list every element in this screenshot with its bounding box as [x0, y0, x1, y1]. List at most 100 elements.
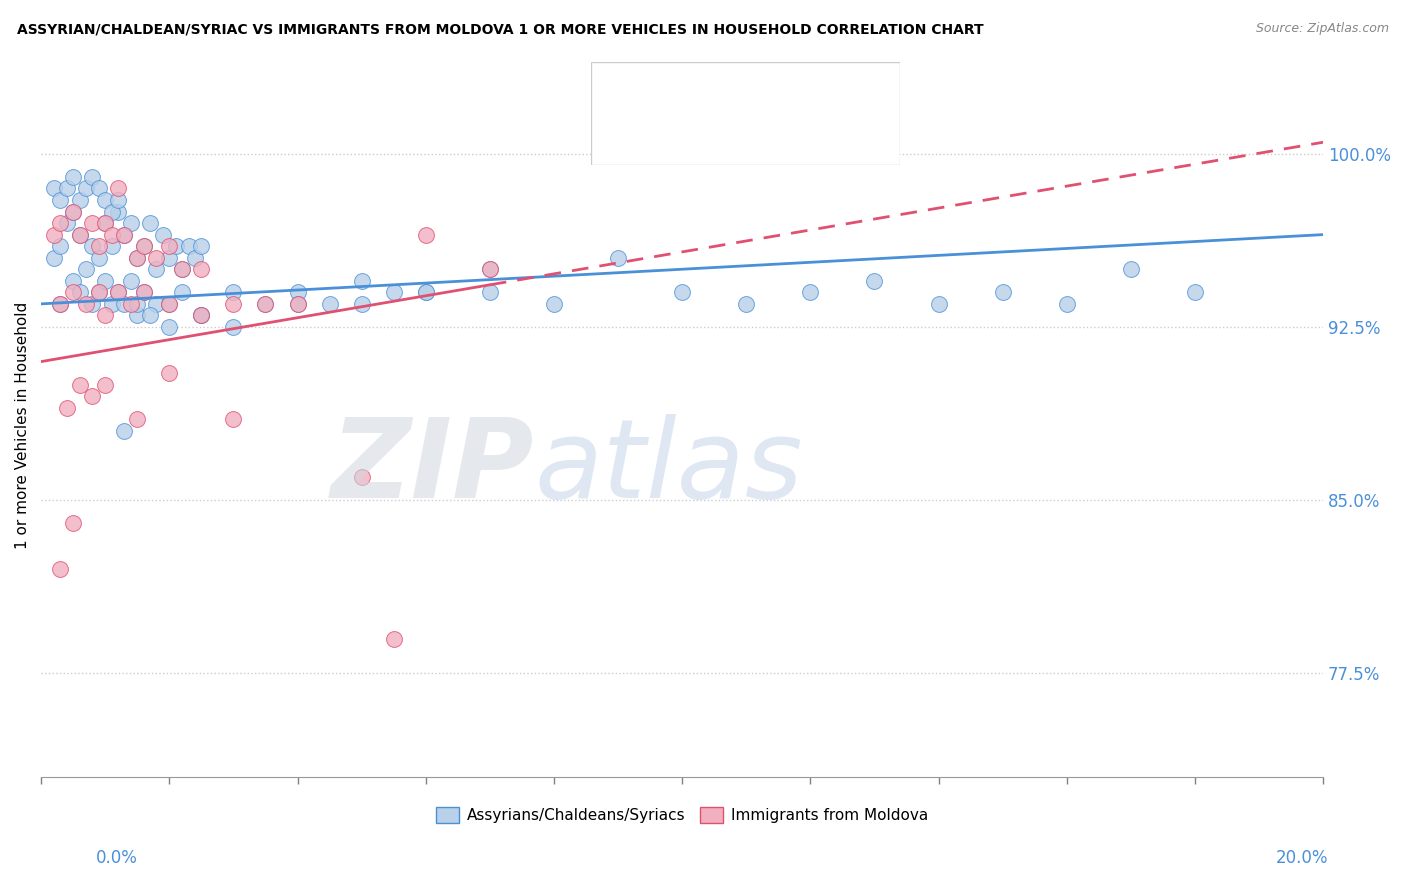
Point [671, 285, 693, 300]
Point [184, 251, 207, 265]
Point [132, 285, 155, 300]
Point [127, 251, 149, 265]
Point [107, 204, 129, 219]
Y-axis label: 1 or more Vehicles in Household: 1 or more Vehicles in Household [15, 301, 30, 549]
Point [382, 285, 405, 300]
Point [607, 251, 630, 265]
Point [350, 470, 373, 484]
Point [75, 181, 97, 195]
Point [132, 239, 155, 253]
Point [107, 181, 129, 195]
Point [69, 285, 91, 300]
Point [120, 216, 142, 230]
Point [478, 262, 501, 277]
Point [42, 181, 65, 195]
Point [69, 227, 91, 242]
Point [928, 297, 950, 311]
Point [127, 297, 149, 311]
Point [114, 227, 136, 242]
Point [222, 320, 245, 334]
Point [100, 297, 122, 311]
Point [120, 297, 142, 311]
Point [42, 227, 65, 242]
Point [94, 274, 117, 288]
Point [127, 251, 149, 265]
Text: Source: ZipAtlas.com: Source: ZipAtlas.com [1256, 22, 1389, 36]
Point [350, 297, 373, 311]
Point [799, 285, 821, 300]
Point [415, 227, 437, 242]
Point [1056, 297, 1078, 311]
Point [114, 297, 136, 311]
Point [75, 262, 97, 277]
Point [478, 285, 501, 300]
FancyBboxPatch shape [591, 62, 900, 165]
Point [287, 297, 309, 311]
Point [87, 239, 110, 253]
Point [62, 204, 84, 219]
Point [114, 424, 136, 438]
FancyBboxPatch shape [600, 70, 650, 110]
Point [157, 251, 180, 265]
Point [735, 297, 758, 311]
Point [82, 216, 104, 230]
Point [222, 297, 245, 311]
Point [94, 193, 117, 207]
Point [87, 181, 110, 195]
Point [157, 239, 180, 253]
Point [132, 285, 155, 300]
Point [127, 309, 149, 323]
Point [415, 285, 437, 300]
Point [114, 227, 136, 242]
Point [172, 262, 194, 277]
Point [49, 193, 72, 207]
Text: N = 80: N = 80 [792, 81, 859, 99]
Point [222, 285, 245, 300]
Point [165, 239, 187, 253]
Text: 20.0%: 20.0% [1277, 849, 1329, 867]
Point [254, 297, 277, 311]
Point [139, 309, 162, 323]
Point [152, 227, 174, 242]
Point [82, 239, 104, 253]
Point [190, 262, 212, 277]
Point [190, 309, 212, 323]
Point [543, 297, 565, 311]
Point [100, 227, 122, 242]
Point [190, 239, 212, 253]
Point [87, 285, 110, 300]
Point [287, 297, 309, 311]
Point [62, 285, 84, 300]
Point [863, 274, 886, 288]
Point [55, 216, 77, 230]
Point [82, 389, 104, 403]
Point [69, 377, 91, 392]
Point [49, 239, 72, 253]
Point [62, 516, 84, 531]
Point [157, 297, 180, 311]
Text: N = 42: N = 42 [792, 128, 859, 145]
Point [190, 309, 212, 323]
Point [145, 297, 167, 311]
Point [190, 309, 212, 323]
Point [318, 297, 340, 311]
Point [62, 169, 84, 184]
Point [287, 285, 309, 300]
Point [157, 320, 180, 334]
Text: ASSYRIAN/CHALDEAN/SYRIAC VS IMMIGRANTS FROM MOLDOVA 1 OR MORE VEHICLES IN HOUSEH: ASSYRIAN/CHALDEAN/SYRIAC VS IMMIGRANTS F… [17, 22, 984, 37]
Point [157, 366, 180, 380]
Point [69, 227, 91, 242]
Point [87, 285, 110, 300]
Point [75, 297, 97, 311]
Point [107, 285, 129, 300]
Text: R = 0.153: R = 0.153 [662, 81, 752, 99]
Text: 0.0%: 0.0% [96, 849, 138, 867]
Point [49, 297, 72, 311]
Point [100, 204, 122, 219]
Point [49, 562, 72, 576]
Point [42, 251, 65, 265]
Text: R = 0.159: R = 0.159 [662, 128, 752, 145]
Text: ZIP: ZIP [332, 414, 534, 521]
Point [222, 412, 245, 426]
Point [94, 377, 117, 392]
